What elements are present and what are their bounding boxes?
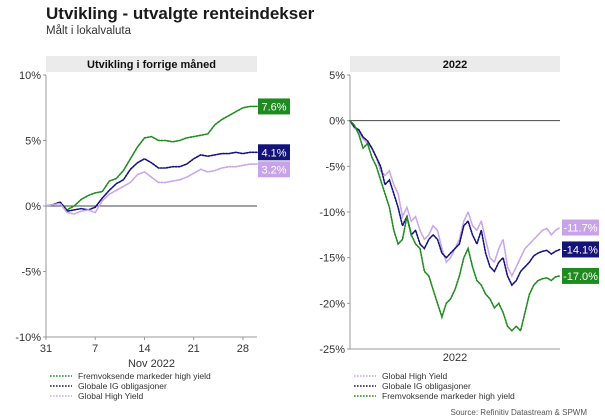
chart2-end-label-box-global_high_yield [562, 219, 599, 236]
chart1-xtick-label: 14 [138, 343, 150, 355]
chart1-title-band [46, 56, 257, 72]
chart1-legend-label-global_high_yield: Global High Yield [78, 391, 143, 401]
chart1-title: Utvikling i forrige måned [87, 59, 216, 71]
chart2-ytick-label: -20% [319, 298, 345, 310]
chart1-legend-label-ig: Globale IG obligasjoner [78, 381, 167, 391]
chart2-end-label-box-em_high_yield [562, 267, 599, 284]
chart1-end-label-box-em_high_yield [258, 98, 290, 115]
source-note: Source: Refinitiv Datastream & SPWM [450, 408, 587, 417]
chart1-end-label-em_high_yield: 7.6% [261, 101, 286, 113]
chart1-series-ig [45, 151, 258, 213]
chart1-end-label-box-global_high_yield [258, 161, 290, 178]
chart1-series-global_high_yield [45, 163, 258, 215]
chart1-xtick-label: 28 [237, 343, 249, 355]
page-subtitle: Målt i lokalvaluta [46, 25, 132, 37]
chart2-ytick-label: 0% [329, 116, 345, 128]
chart2-end-label-global_high_yield: -11.7% [563, 223, 597, 235]
chart2-end-label-box-ig [562, 241, 599, 258]
chart1-series-em_high_yield [45, 105, 258, 211]
chart2-end-label-ig: -14.1% [563, 244, 598, 256]
chart2-legend-label-global_high_yield: Global High Yield [382, 371, 447, 381]
chart1-ytick-label: -5% [21, 267, 41, 279]
chart1-ytick-label: 0% [25, 201, 41, 213]
chart1-end-label-box-ig [258, 144, 290, 161]
chart2-title: 2022 [443, 59, 467, 71]
chart1-end-label-global_high_yield: 3.2% [261, 164, 286, 176]
chart1-end-label-ig: 4.1% [261, 147, 286, 159]
chart2-ytick-label: -10% [319, 207, 345, 219]
chart2-title-band [350, 56, 560, 72]
chart1-xtick-label: 31 [40, 343, 52, 355]
chart2-ytick-label: 5% [329, 70, 345, 82]
chart2-series-global_high_yield [349, 119, 561, 278]
chart2-legend-label-em_high_yield: Fremvoksende markeder high yield [382, 391, 515, 401]
chart2-legend-label-ig: Globale IG obligasjoner [382, 381, 471, 391]
chart2-ytick-label: -25% [319, 344, 345, 356]
chart2-ytick-label: -5% [325, 161, 345, 173]
chart1-ytick-label: -10% [15, 332, 41, 344]
chart1-ytick-label: 5% [25, 136, 41, 148]
chart2-series-em_high_yield [349, 119, 561, 333]
chart1-xtick-label: 7 [92, 343, 98, 355]
chart2-series-ig [349, 119, 561, 287]
chart1-x-label: Nov 2022 [128, 358, 175, 370]
chart2-x-label: 2022 [443, 352, 467, 364]
chart1-xtick-label: 21 [188, 343, 200, 355]
chart2-end-label-em_high_yield: -17.0% [563, 271, 598, 283]
page-title: Utvikling - utvalgte renteindekser [46, 4, 315, 23]
chart1-ytick-label: 10% [19, 70, 41, 82]
chart2-ytick-label: -15% [319, 253, 345, 265]
chart1-legend-label-em_high_yield: Fremvoksende markeder high yield [78, 371, 211, 381]
